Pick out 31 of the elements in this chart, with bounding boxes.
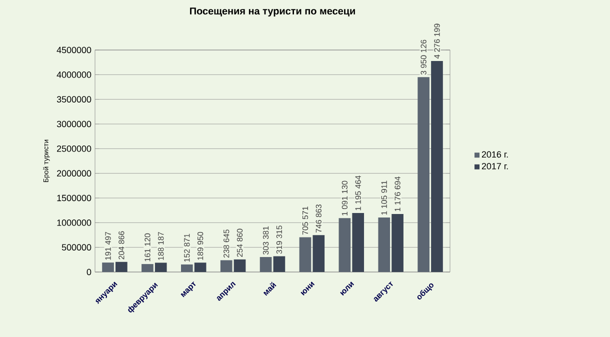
y-tick-label: 2500000: [57, 145, 92, 152]
y-tick-label: 2000000: [57, 170, 92, 177]
bar: [431, 61, 443, 272]
bar: [116, 262, 128, 272]
bar: [378, 217, 390, 272]
y-tick-label: 4500000: [56, 46, 92, 54]
bar: [352, 213, 364, 272]
bar: [102, 262, 114, 272]
bar: [234, 259, 246, 272]
bar: [142, 264, 154, 272]
legend-label: 2016 г.: [482, 151, 508, 158]
bar: [260, 257, 272, 272]
bar: [180, 264, 193, 272]
bar: [220, 260, 232, 272]
bar: [299, 237, 312, 272]
chart-title: Посещения на туристи по месеци: [190, 8, 355, 16]
y-tick-label: 3000000: [56, 120, 92, 128]
bar: [392, 214, 404, 272]
y-tick-label: 500000: [62, 244, 92, 251]
bar: [154, 262, 167, 272]
y-tick-label: 0: [86, 268, 92, 276]
bar: [194, 262, 206, 272]
y-tick-label: 1500000: [57, 194, 92, 202]
y-tick-label: 1000000: [57, 219, 92, 226]
bar: [312, 235, 325, 272]
bar: [418, 77, 430, 272]
bar: [338, 218, 351, 272]
y-tick-label: 4000000: [56, 71, 92, 78]
bar: [273, 256, 286, 272]
legend-label: 2017 г.: [482, 162, 508, 170]
y-tick-label: 3500000: [56, 96, 92, 103]
